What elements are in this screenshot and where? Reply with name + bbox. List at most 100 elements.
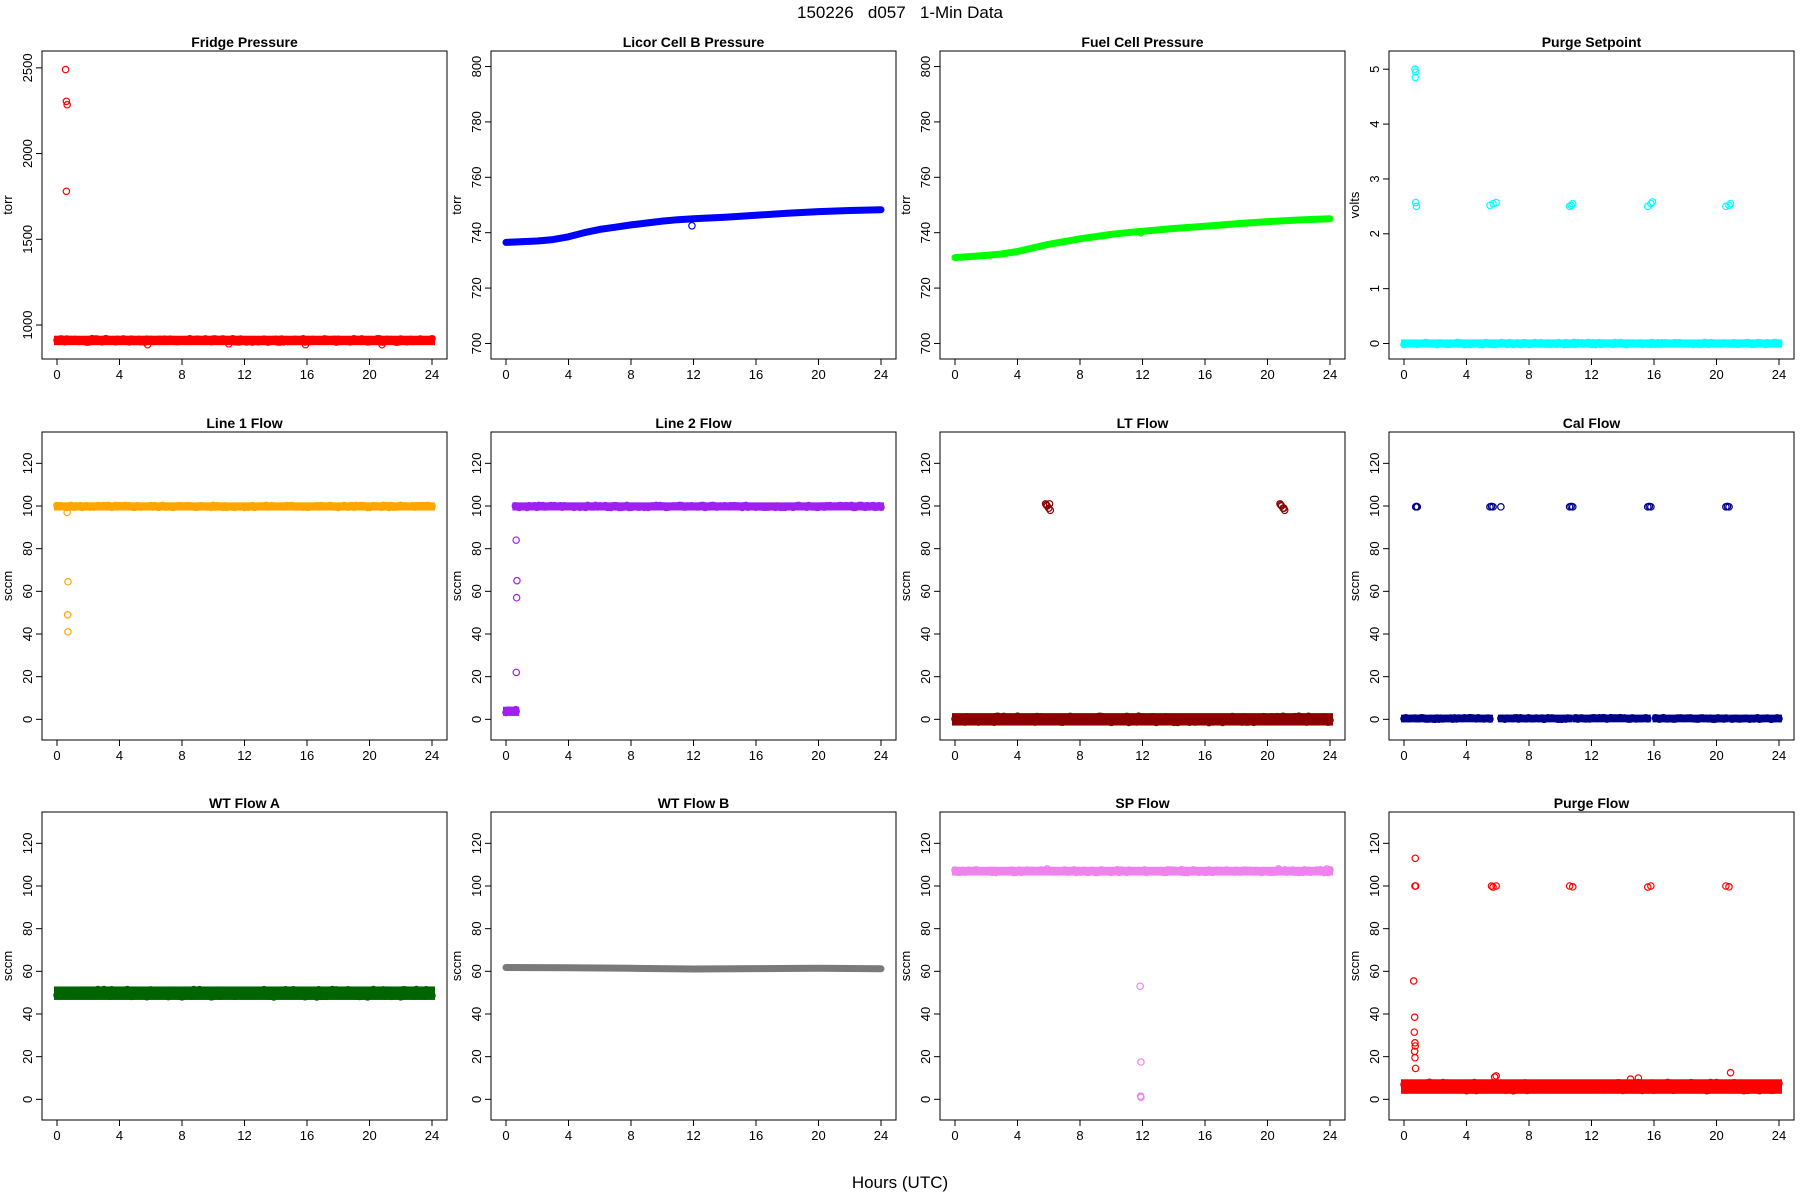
- x-tick-label: 0: [53, 748, 60, 763]
- y-axis-label: volts: [1347, 191, 1362, 218]
- x-tick-label: 0: [53, 1128, 60, 1143]
- plot-frame: [939, 431, 1346, 741]
- panel-title: WT Flow A: [209, 795, 280, 811]
- data-point: [1647, 882, 1655, 890]
- y-tick-label: 0: [20, 716, 35, 723]
- x-tick-label: 12: [1135, 1128, 1149, 1143]
- panel-cal-flow: Cal Flow sccm 0 4 8 12 16 20 24 0 20 40 60 80 100 120: [1347, 415, 1795, 763]
- y-tick-label: 20: [1367, 1049, 1382, 1063]
- x-tick-label: 24: [1772, 1128, 1786, 1143]
- panel-wt-flow-a: WT Flow A sccm 0 4 8 12 16 20 24 0 20 40 60 80 100 120: [0, 795, 448, 1143]
- y-tick-label: 720: [469, 277, 484, 299]
- x-tick-label: 8: [178, 748, 185, 763]
- plot-frame: [939, 811, 1346, 1121]
- data-point: [378, 340, 386, 349]
- data-point: [1565, 882, 1574, 890]
- panel-sp-flow: SP Flow sccm 0 4 8 12 16 20 24 0 20 40 60 80 100 120: [898, 795, 1346, 1143]
- plot-frame: [939, 50, 1346, 360]
- data-point: [1411, 1039, 1419, 1047]
- series-band: [502, 501, 885, 717]
- y-tick-label: 0: [918, 1096, 933, 1103]
- series-points: [1043, 865, 1331, 1102]
- y-tick-label: 60: [469, 964, 484, 978]
- data-point: [1137, 1093, 1145, 1102]
- series-band: [951, 712, 1334, 727]
- panel-licor-cell-b-pressure: Licor Cell B Pressure torr 0 4 8 12 16 20 24 700 7…: [449, 34, 897, 382]
- data-point: [1492, 1072, 1500, 1080]
- series-points: [688, 221, 696, 230]
- y-tick-label: 1500: [20, 225, 35, 254]
- x-tick-label: 16: [749, 367, 763, 382]
- x-tick-label: 20: [362, 367, 376, 382]
- plot-frame: [41, 50, 448, 360]
- data-point: [1647, 199, 1655, 208]
- data-point: [1648, 198, 1657, 206]
- series-points: [61, 65, 386, 349]
- y-tick-label: 80: [469, 921, 484, 935]
- x-tick-label: 12: [1584, 367, 1598, 382]
- data-point: [1489, 503, 1497, 511]
- x-tick-label: 12: [1135, 748, 1149, 763]
- x-tick-label: 24: [425, 367, 439, 382]
- data-point: [61, 65, 70, 74]
- y-tick-label: 120: [918, 452, 933, 474]
- series-points: [63, 508, 72, 636]
- y-tick-label: 740: [918, 222, 933, 244]
- panel-title: Purge Flow: [1554, 795, 1630, 811]
- x-tick-label: 8: [1076, 367, 1083, 382]
- data-point: [1410, 1028, 1419, 1036]
- panel-title: Licor Cell B Pressure: [623, 34, 765, 50]
- data-line: [951, 215, 1334, 262]
- panel-lt-flow: LT Flow sccm 0 4 8 12 16 20 24 0 20 40 60 80 100 120: [898, 415, 1346, 763]
- data-point: [62, 187, 71, 196]
- x-tick-label: 8: [1525, 748, 1532, 763]
- x-tick-label: 20: [811, 748, 825, 763]
- x-tick-label: 0: [951, 748, 958, 763]
- x-tick-label: 16: [749, 1128, 763, 1143]
- x-tick-label: 20: [1709, 1128, 1723, 1143]
- panel-title: LT Flow: [1117, 415, 1169, 431]
- data-point: [1411, 1042, 1420, 1050]
- x-tick-label: 12: [237, 1128, 251, 1143]
- y-tick-label: 100: [918, 875, 933, 897]
- data-point: [1412, 202, 1421, 211]
- y-axis-label: sccm: [898, 571, 913, 601]
- data-band: [1572, 714, 1651, 723]
- x-tick-label: 0: [53, 367, 60, 382]
- panel-wt-flow-b: WT Flow B sccm 0 4 8 12 16 20 24 0 20 40 60 80 100 120: [449, 795, 897, 1143]
- y-tick-label: 60: [1367, 584, 1382, 598]
- x-tick-label: 8: [1525, 1128, 1532, 1143]
- data-point: [301, 340, 310, 349]
- panel-fridge-pressure: Fridge Pressure torr 0 4 8 12 16 20 24 1000 1500 20…: [0, 34, 448, 382]
- data-point: [1410, 1013, 1419, 1022]
- y-tick-label: 780: [918, 111, 933, 133]
- y-tick-label: 80: [469, 541, 484, 555]
- data-point: [1634, 1074, 1643, 1082]
- x-tick-label: 0: [502, 748, 509, 763]
- data-band: [1401, 339, 1782, 348]
- data-band: [1414, 714, 1493, 723]
- x-tick-label: 4: [1014, 367, 1021, 382]
- data-point: [1567, 201, 1575, 210]
- x-tick-label: 12: [237, 748, 251, 763]
- y-axis-label: torr: [898, 195, 913, 215]
- data-point: [63, 100, 71, 109]
- data-point: [1722, 882, 1730, 890]
- panel-title: Line 2 Flow: [655, 415, 731, 431]
- y-tick-label: 120: [20, 832, 35, 854]
- x-tick-label: 16: [1647, 367, 1661, 382]
- data-band: [1401, 1079, 1782, 1094]
- series-line: [951, 215, 1334, 262]
- y-axis-label: torr: [449, 195, 464, 215]
- y-tick-label: 3: [1367, 175, 1382, 182]
- series-band: [53, 985, 436, 1001]
- y-axis-label: sccm: [449, 571, 464, 601]
- data-point: [1280, 504, 1288, 512]
- data-point: [512, 668, 521, 677]
- panel-title: Purge Setpoint: [1542, 34, 1642, 50]
- x-tick-label: 4: [1463, 1128, 1470, 1143]
- data-point: [1411, 1064, 1420, 1073]
- x-tick-label: 16: [300, 367, 314, 382]
